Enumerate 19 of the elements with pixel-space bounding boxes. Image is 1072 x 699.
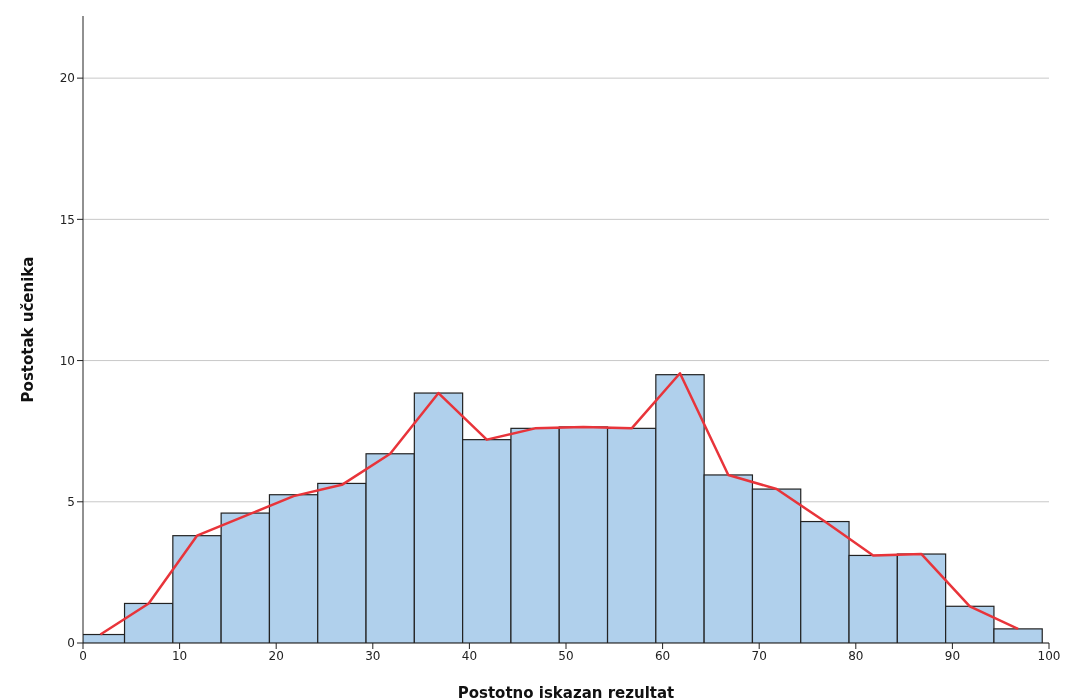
x-tick-label: 70 (751, 648, 767, 663)
y-axis-title: Postotak učenika (19, 256, 38, 403)
x-axis-title: Postotno iskazan rezultat (457, 684, 675, 699)
x-tick-label: 40 (461, 648, 478, 663)
y-tick-label: 20 (59, 71, 75, 86)
x-tick-label: 10 (171, 648, 188, 663)
x-tick-label: 0 (79, 648, 87, 663)
line-series (99, 372, 1020, 636)
y-tick-label: 15 (59, 212, 75, 227)
x-tick-label: 30 (365, 648, 381, 663)
x-tick-label: 90 (944, 648, 961, 663)
x-tick-label: 50 (558, 648, 574, 663)
y-tick-label: 5 (67, 495, 75, 510)
x-tick-label: 60 (654, 648, 671, 663)
y-tick-label: 0 (67, 636, 75, 651)
x-tick-label: 80 (848, 648, 864, 663)
y-tick-label: 10 (59, 353, 75, 368)
x-tick-label: 100 (1037, 648, 1061, 663)
x-tick-label: 20 (268, 648, 284, 663)
